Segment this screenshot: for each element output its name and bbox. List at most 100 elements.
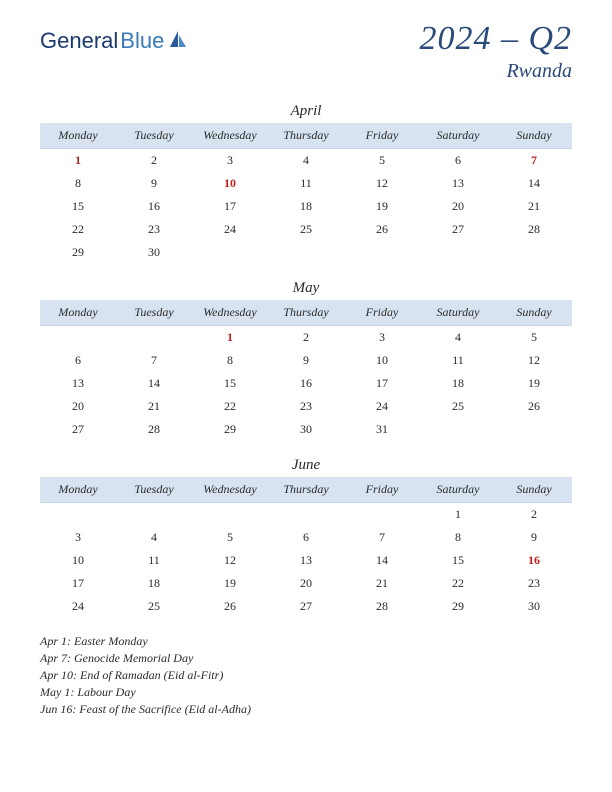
month-name: June [40, 457, 572, 474]
week-row: 20212223242526 [40, 395, 572, 418]
day-cell: 1 [192, 326, 268, 350]
month-block: JuneMondayTuesdayWednesdayThursdayFriday… [40, 457, 572, 618]
day-cell [268, 241, 344, 264]
day-cell: 14 [116, 372, 192, 395]
day-cell: 7 [496, 149, 572, 173]
day-cell: 19 [496, 372, 572, 395]
day-cell: 11 [116, 549, 192, 572]
day-cell: 17 [192, 195, 268, 218]
day-cell [344, 503, 420, 527]
day-cell: 21 [344, 572, 420, 595]
day-header: Saturday [420, 123, 496, 149]
day-cell: 16 [116, 195, 192, 218]
day-cell: 18 [268, 195, 344, 218]
day-cell: 4 [116, 526, 192, 549]
day-header: Wednesday [192, 300, 268, 326]
month-name: April [40, 103, 572, 120]
day-cell: 6 [268, 526, 344, 549]
day-cell: 28 [116, 418, 192, 441]
day-cell: 3 [344, 326, 420, 350]
day-cell: 16 [268, 372, 344, 395]
day-header: Tuesday [116, 123, 192, 149]
day-cell: 29 [40, 241, 116, 264]
holidays-list: Apr 1: Easter MondayApr 7: Genocide Memo… [40, 634, 572, 717]
day-cell: 27 [40, 418, 116, 441]
week-row: 10111213141516 [40, 549, 572, 572]
week-row: 3456789 [40, 526, 572, 549]
day-header: Monday [40, 477, 116, 503]
day-cell: 6 [40, 349, 116, 372]
day-cell: 8 [40, 172, 116, 195]
logo: GeneralBlue [40, 28, 188, 54]
day-cell: 19 [344, 195, 420, 218]
day-cell: 13 [420, 172, 496, 195]
day-cell: 18 [420, 372, 496, 395]
day-cell: 6 [420, 149, 496, 173]
day-cell [420, 418, 496, 441]
day-cell: 10 [344, 349, 420, 372]
day-cell: 14 [344, 549, 420, 572]
day-cell: 2 [496, 503, 572, 527]
day-header: Friday [344, 123, 420, 149]
day-cell: 14 [496, 172, 572, 195]
holiday-item: Apr 10: End of Ramadan (Eid al-Fitr) [40, 668, 572, 683]
month-block: MayMondayTuesdayWednesdayThursdayFridayS… [40, 280, 572, 441]
day-header: Wednesday [192, 477, 268, 503]
calendars-container: AprilMondayTuesdayWednesdayThursdayFrida… [40, 103, 572, 618]
day-cell: 26 [344, 218, 420, 241]
week-row: 17181920212223 [40, 572, 572, 595]
holiday-item: Jun 16: Feast of the Sacrifice (Eid al-A… [40, 702, 572, 717]
day-cell: 26 [496, 395, 572, 418]
day-header: Friday [344, 300, 420, 326]
day-cell: 5 [192, 526, 268, 549]
day-cell: 12 [192, 549, 268, 572]
day-cell: 24 [344, 395, 420, 418]
day-cell: 23 [116, 218, 192, 241]
day-cell: 3 [192, 149, 268, 173]
day-cell [268, 503, 344, 527]
month-block: AprilMondayTuesdayWednesdayThursdayFrida… [40, 103, 572, 264]
day-cell: 27 [268, 595, 344, 618]
day-cell: 19 [192, 572, 268, 595]
day-cell: 30 [268, 418, 344, 441]
day-header: Thursday [268, 300, 344, 326]
country-name: Rwanda [419, 60, 572, 83]
day-cell: 22 [192, 395, 268, 418]
week-row: 24252627282930 [40, 595, 572, 618]
logo-sail-icon [168, 29, 188, 54]
day-cell: 4 [420, 326, 496, 350]
day-cell: 22 [40, 218, 116, 241]
week-row: 2728293031 [40, 418, 572, 441]
day-cell: 31 [344, 418, 420, 441]
day-cell [496, 241, 572, 264]
day-cell: 15 [420, 549, 496, 572]
day-cell: 24 [40, 595, 116, 618]
day-cell: 9 [116, 172, 192, 195]
week-row: 15161718192021 [40, 195, 572, 218]
day-cell: 12 [496, 349, 572, 372]
day-cell: 11 [420, 349, 496, 372]
day-header: Tuesday [116, 300, 192, 326]
holiday-item: May 1: Labour Day [40, 685, 572, 700]
day-header: Friday [344, 477, 420, 503]
day-cell: 15 [40, 195, 116, 218]
week-row: 12 [40, 503, 572, 527]
day-cell: 23 [268, 395, 344, 418]
logo-text-general: General [40, 28, 118, 54]
day-cell: 23 [496, 572, 572, 595]
day-header: Sunday [496, 123, 572, 149]
day-cell [420, 241, 496, 264]
day-cell: 9 [268, 349, 344, 372]
day-cell: 1 [420, 503, 496, 527]
day-cell: 30 [496, 595, 572, 618]
day-header: Saturday [420, 300, 496, 326]
day-cell: 21 [116, 395, 192, 418]
day-header: Monday [40, 123, 116, 149]
day-cell: 2 [116, 149, 192, 173]
day-cell [496, 418, 572, 441]
day-cell: 7 [344, 526, 420, 549]
day-cell: 27 [420, 218, 496, 241]
day-cell: 5 [496, 326, 572, 350]
day-cell: 18 [116, 572, 192, 595]
day-cell: 20 [268, 572, 344, 595]
